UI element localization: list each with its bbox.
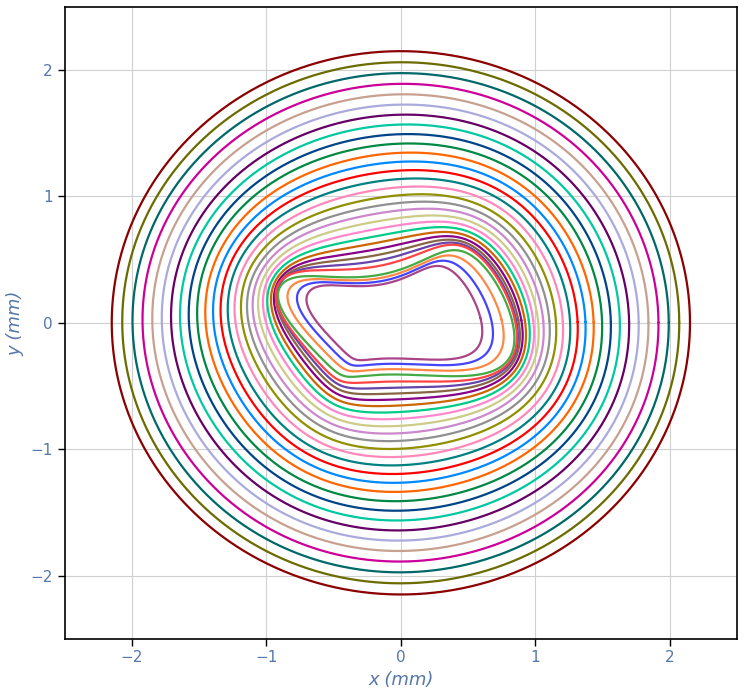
X-axis label: x (mm): x (mm) — [368, 671, 434, 689]
Y-axis label: y (mm): y (mm) — [7, 290, 25, 356]
